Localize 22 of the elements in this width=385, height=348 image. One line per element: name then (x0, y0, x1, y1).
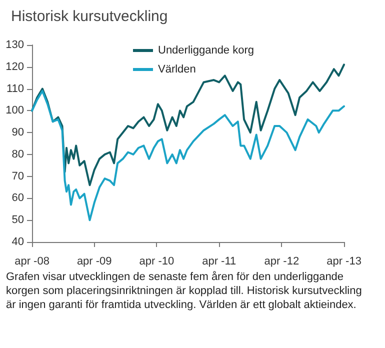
y-tick-label: 50 (12, 214, 24, 226)
y-tick-label: 130 (6, 39, 24, 51)
x-tick-label: apr -08 (14, 256, 50, 268)
legend-label: Underliggande korg (158, 44, 254, 56)
y-tick-label: 90 (12, 126, 24, 139)
y-tick-label: 40 (12, 236, 24, 248)
y-tick-label: 60 (12, 192, 24, 204)
chart-title: Historisk kursutveckling (11, 8, 168, 25)
x-tick-label: apr -09 (76, 256, 112, 268)
line-series (31, 90, 345, 222)
y-tick-label: 120 (6, 60, 24, 73)
x-tick-label: apr -11 (202, 256, 236, 268)
y-tick-label: 80 (12, 148, 24, 160)
line-series (31, 64, 345, 186)
y-tick-label: 100 (6, 104, 24, 117)
x-tick-label: apr -13 (326, 256, 362, 268)
legend-label: Världen (158, 64, 196, 76)
y-tick-label: 110 (6, 82, 24, 95)
text: Grafen visar utvecklingen de senaste fem åren för den underliggande korgen som placeringsinriktningen är kopplad till. Historisk kursutveckling är ingen garanti för framtida utveckling. Världen är ett globalt aktieindex. (6, 271, 365, 311)
x-tick-label: apr -10 (139, 256, 174, 268)
x-tick-label: apr -12 (264, 256, 300, 268)
y-tick-label: 70 (12, 170, 24, 182)
